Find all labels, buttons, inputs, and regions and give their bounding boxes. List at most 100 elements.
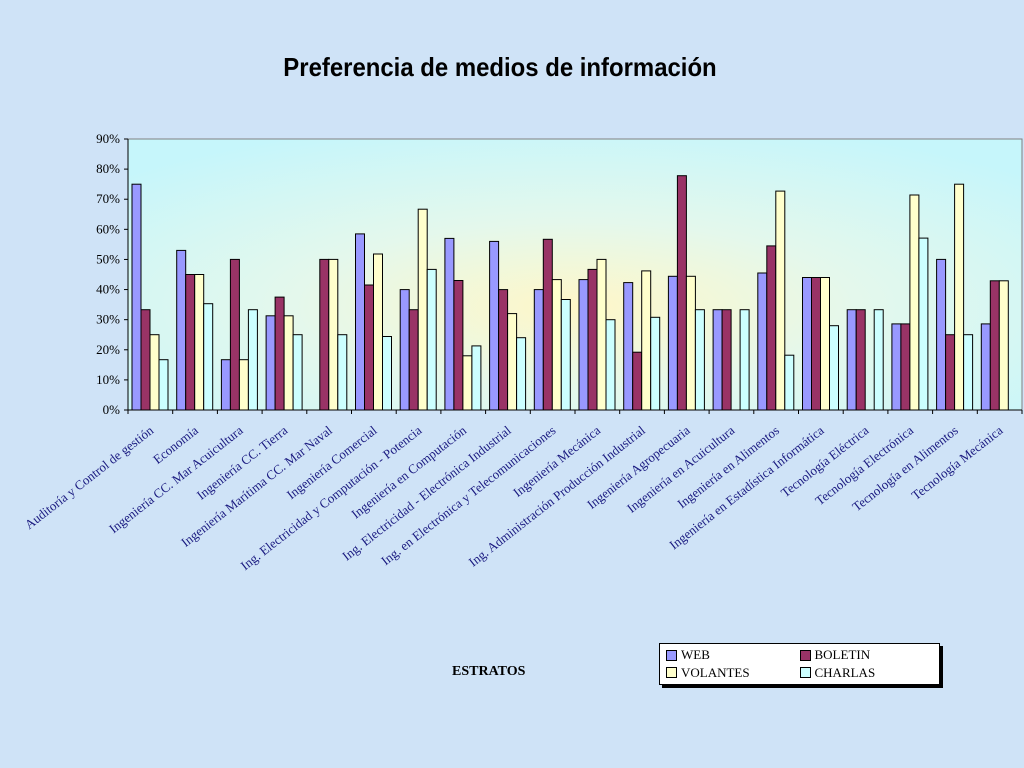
bar-boletin-16 (855, 309, 866, 411)
bar-charlas-7 (471, 345, 482, 411)
bar-web-10 (578, 279, 589, 411)
bar-boletin-18 (945, 334, 956, 411)
bar-boletin-19 (989, 280, 1000, 411)
bar-web-9 (533, 289, 544, 411)
bar-charlas-5 (382, 336, 392, 411)
y-tick-label: 80% (96, 161, 120, 176)
bar-charlas-4 (337, 334, 348, 411)
bar-volantes-19 (998, 280, 1009, 411)
bar-charlas-10 (605, 319, 616, 411)
bar-charlas-8 (516, 337, 527, 411)
y-tick-label: 50% (96, 251, 120, 266)
bar-charlas-1 (203, 303, 214, 411)
bar-boletin-2 (229, 258, 240, 411)
bar-volantes-4 (328, 258, 339, 411)
bar-boletin-7 (453, 280, 464, 411)
bar-charlas-17 (918, 237, 929, 411)
y-tick-label: 70% (96, 191, 120, 206)
bar-boletin-12 (676, 175, 687, 411)
legend-label-boletin: BOLETIN (814, 647, 871, 663)
bar-web-14 (757, 272, 768, 411)
bar-web-7 (444, 237, 455, 411)
bar-charlas-14 (784, 354, 795, 411)
bar-boletin-1 (185, 274, 196, 411)
y-tick-label: 60% (96, 221, 120, 236)
bar-web-2 (220, 359, 231, 411)
bar-boletin-11 (632, 351, 643, 411)
bar-charlas-9 (560, 299, 571, 411)
bar-volantes-9 (551, 279, 562, 411)
legend-swatch-web (666, 649, 677, 661)
bar-volantes-6 (417, 208, 428, 411)
legend-label-web: WEB (681, 647, 710, 663)
x-ticks-group: Auditoría y Control de gestiónEconomíaIn… (22, 410, 1023, 573)
bar-web-8 (489, 240, 500, 411)
bar-boletin-5 (364, 284, 374, 411)
bar-web-17 (891, 323, 902, 411)
bar-boletin-6 (408, 309, 419, 411)
bar-web-5 (355, 233, 365, 411)
bar-web-3 (265, 315, 276, 411)
bar-volantes-18 (954, 183, 965, 411)
bar-volantes-8 (507, 313, 518, 411)
bar-boletin-15 (811, 277, 821, 411)
bar-volantes-2 (238, 359, 249, 411)
bar-volantes-11 (641, 270, 652, 411)
legend-swatch-volantes (666, 667, 677, 679)
bar-boletin-17 (900, 323, 911, 411)
legend-label-volantes: VOLANTES (681, 664, 750, 680)
bar-web-12 (667, 275, 678, 411)
bar-boletin-13 (721, 309, 732, 411)
bar-charlas-18 (963, 334, 974, 411)
bar-boletin-9 (542, 238, 553, 411)
legend-item-volantes: VOLANTES (666, 665, 800, 682)
bar-boletin-10 (587, 268, 598, 411)
bars-group (131, 175, 1009, 411)
y-tick-label: 0% (103, 402, 121, 417)
bar-web-11 (623, 282, 634, 411)
bar-charlas-12 (694, 309, 705, 411)
bar-boletin-14 (766, 245, 777, 411)
bar-charlas-0 (158, 359, 169, 411)
bar-volantes-14 (775, 190, 786, 411)
bar-volantes-5 (373, 253, 383, 411)
legend-item-boletin: BOLETIN (799, 647, 934, 664)
legend-item-charlas: CHARLAS (799, 664, 934, 682)
bar-volantes-3 (283, 315, 294, 411)
legend: WEB BOLETIN VOLANTES CHARLAS (659, 643, 940, 685)
bar-web-18 (936, 258, 947, 411)
legend-label-charlas: CHARLAS (814, 664, 876, 680)
chart-title: Preferencia de medios de información (283, 52, 717, 82)
bar-charlas-2 (247, 309, 258, 411)
bar-charlas-6 (426, 268, 437, 411)
y-tick-label: 40% (96, 282, 120, 297)
bar-web-1 (176, 249, 187, 411)
bar-boletin-4 (319, 258, 330, 411)
y-tick-label: 30% (96, 312, 120, 327)
legend-swatch-boletin (799, 649, 811, 661)
bar-volantes-1 (194, 274, 205, 411)
bar-charlas-15 (829, 325, 839, 411)
bar-volantes-7 (462, 355, 473, 411)
y-tick-label: 20% (96, 342, 120, 357)
legend-item-web: WEB (666, 647, 800, 664)
bar-boletin-8 (498, 289, 509, 411)
y-ticks-group: 0% 10% 20% 30% 40% 50% 60% 70% 80% 90% (96, 131, 128, 417)
legend-swatch-charlas (799, 667, 811, 679)
x-axis-label: ESTRATOS (452, 664, 526, 679)
bar-volantes-10 (596, 258, 607, 411)
bar-web-13 (712, 309, 723, 411)
bar-boletin-3 (274, 296, 285, 411)
bar-volantes-0 (149, 334, 160, 411)
bar-web-16 (846, 309, 857, 411)
bar-boletin-0 (140, 309, 151, 411)
plot-area (127, 138, 1023, 411)
bar-charlas-11 (650, 316, 661, 411)
y-tick-label: 90% (96, 131, 120, 146)
bar-volantes-17 (909, 194, 920, 411)
bar-web-19 (980, 323, 991, 411)
bar-web-6 (399, 289, 410, 411)
bar-charlas-13 (739, 309, 750, 411)
y-tick-label: 10% (96, 372, 120, 387)
